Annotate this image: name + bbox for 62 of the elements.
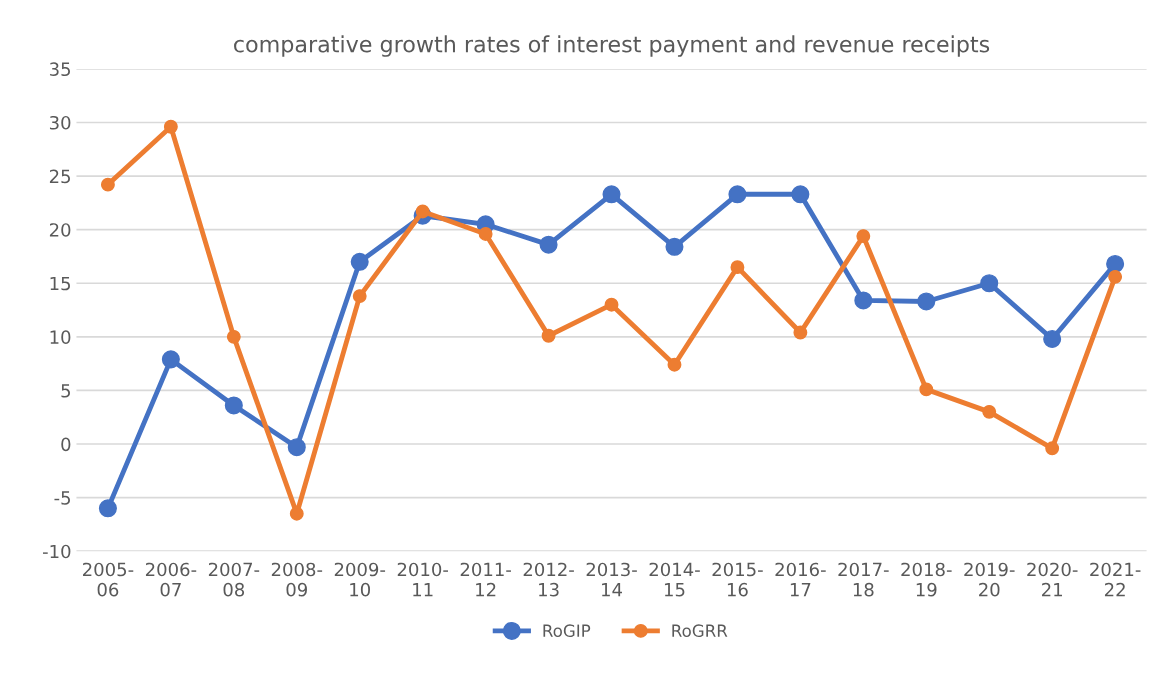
x-tick-label: 2020-21 bbox=[1027, 562, 1078, 597]
point bbox=[226, 329, 241, 344]
point bbox=[917, 292, 936, 311]
point bbox=[98, 499, 117, 518]
y-tick-label: -10 bbox=[42, 544, 71, 559]
point bbox=[665, 237, 684, 256]
y-tick-label: 20 bbox=[49, 223, 71, 237]
x-tick-label: 2019-20 bbox=[964, 562, 1015, 597]
x-tick-label: 2013-14 bbox=[586, 562, 637, 597]
point bbox=[982, 404, 997, 419]
y-tick-label: 5 bbox=[61, 384, 70, 398]
point bbox=[350, 252, 369, 271]
point bbox=[1106, 254, 1125, 273]
point bbox=[161, 350, 180, 369]
point bbox=[224, 396, 243, 415]
point bbox=[919, 382, 934, 397]
y-tick-label: 30 bbox=[49, 115, 71, 130]
x-tick-label: 2005-06 bbox=[83, 562, 134, 597]
legend-label: RoGRR bbox=[672, 624, 728, 637]
chart-title: comparative growth rates of interest payment and revenue receipts bbox=[234, 35, 990, 57]
y-tick-label: 35 bbox=[49, 62, 70, 77]
x-tick-label: 2018-19 bbox=[901, 562, 952, 597]
x-tick-label: 2021-22 bbox=[1090, 562, 1141, 597]
x-tick-label: 2016-17 bbox=[775, 562, 826, 597]
point bbox=[793, 325, 808, 340]
x-tick-label: 2011-12 bbox=[460, 562, 511, 597]
y-tick-label: 15 bbox=[50, 276, 70, 291]
y-tick-label: -5 bbox=[54, 491, 70, 505]
point bbox=[604, 297, 619, 312]
point bbox=[539, 235, 558, 254]
point bbox=[791, 185, 810, 204]
x-tick-label: 2006-07 bbox=[145, 562, 197, 597]
point bbox=[728, 185, 747, 204]
point bbox=[856, 229, 871, 244]
point bbox=[100, 177, 115, 192]
legend-label: RoGIP bbox=[543, 624, 591, 637]
y-tick-label: 25 bbox=[49, 169, 70, 184]
point bbox=[289, 506, 304, 521]
y-tick-label: 0 bbox=[61, 437, 71, 452]
x-tick-label: 2014-15 bbox=[649, 562, 700, 597]
point bbox=[478, 227, 493, 241]
point bbox=[667, 357, 682, 372]
point bbox=[287, 438, 306, 457]
point bbox=[980, 274, 999, 293]
y-tick-label: 10 bbox=[50, 330, 71, 344]
x-tick-label: 2007-08 bbox=[208, 562, 260, 597]
point bbox=[1045, 441, 1060, 456]
point bbox=[1108, 269, 1123, 284]
x-tick-label: 2017-18 bbox=[838, 562, 889, 597]
point bbox=[163, 119, 178, 134]
point bbox=[541, 328, 556, 343]
point bbox=[602, 185, 621, 204]
point bbox=[1043, 329, 1062, 349]
point bbox=[415, 204, 430, 219]
x-tick-label: 2008-09 bbox=[271, 562, 323, 597]
x-tick-label: 2010-11 bbox=[397, 562, 449, 597]
point bbox=[730, 260, 745, 275]
x-tick-label: 2012-13 bbox=[523, 562, 574, 597]
point bbox=[352, 289, 367, 304]
x-tick-label: 2015-16 bbox=[712, 562, 763, 597]
x-tick-label: 2009-10 bbox=[334, 562, 386, 597]
point bbox=[854, 291, 873, 310]
